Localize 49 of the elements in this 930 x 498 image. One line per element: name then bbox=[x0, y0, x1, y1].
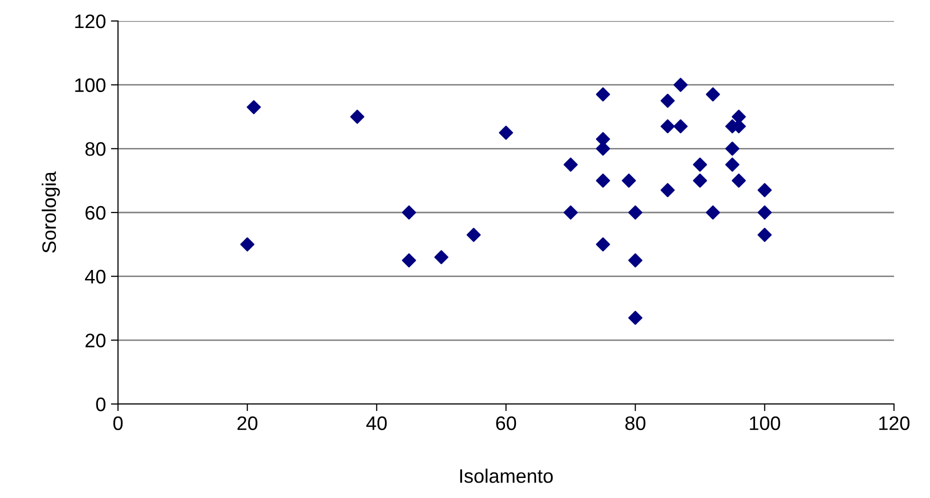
point bbox=[350, 110, 364, 124]
point bbox=[240, 237, 254, 252]
x-tick-label: 80 bbox=[625, 416, 646, 430]
point bbox=[732, 174, 746, 188]
point bbox=[402, 253, 416, 268]
point bbox=[628, 205, 642, 220]
y-tick-label: 100 bbox=[75, 78, 106, 92]
x-tick-label: 40 bbox=[366, 416, 387, 430]
point bbox=[706, 205, 720, 220]
point bbox=[466, 228, 481, 242]
point bbox=[564, 158, 578, 172]
point bbox=[674, 78, 688, 92]
y-tick-label: 80 bbox=[85, 142, 106, 156]
y-tick-label: 20 bbox=[86, 334, 106, 348]
point bbox=[596, 174, 610, 188]
y-tick-label: 60 bbox=[86, 206, 106, 220]
x-axis-title: Isolamento bbox=[460, 468, 553, 483]
point bbox=[725, 158, 740, 172]
point bbox=[758, 183, 772, 198]
x-tick-label: 120 bbox=[879, 416, 910, 430]
point bbox=[246, 100, 261, 114]
point bbox=[628, 310, 642, 325]
x-tick-label: 60 bbox=[496, 416, 516, 430]
point bbox=[596, 142, 610, 156]
y-tick-label: 0 bbox=[96, 397, 106, 412]
point bbox=[692, 174, 708, 188]
x-tick-label: 0 bbox=[113, 416, 123, 430]
point bbox=[628, 253, 642, 268]
y-tick-label: 40 bbox=[85, 270, 106, 284]
point bbox=[674, 119, 688, 134]
point bbox=[596, 87, 610, 102]
point bbox=[564, 205, 578, 220]
point bbox=[402, 205, 416, 220]
y-axis-title: Sorologia bbox=[42, 171, 60, 253]
point bbox=[692, 158, 708, 172]
point bbox=[596, 237, 610, 252]
x-tick-label: 100 bbox=[750, 416, 780, 430]
point bbox=[758, 228, 772, 242]
point bbox=[706, 87, 720, 102]
point bbox=[660, 183, 675, 198]
point bbox=[434, 250, 448, 264]
point bbox=[758, 205, 772, 220]
point bbox=[498, 126, 514, 140]
point bbox=[660, 94, 675, 108]
y-tick-label: 120 bbox=[75, 14, 106, 28]
point bbox=[660, 119, 675, 134]
point bbox=[725, 142, 740, 156]
x-tick-label: 20 bbox=[238, 416, 258, 430]
point bbox=[622, 174, 636, 188]
